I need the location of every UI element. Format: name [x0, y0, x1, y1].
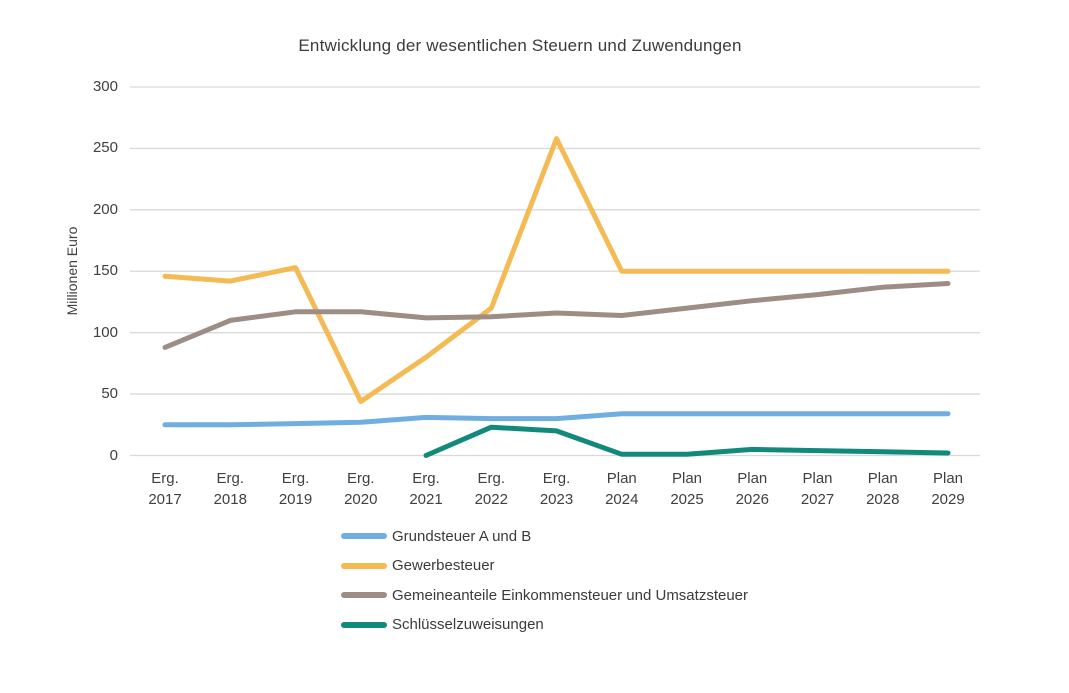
series-line-3: [162, 281, 951, 350]
legend-label: Gemeineanteile Einkommensteuer und Umsat…: [392, 586, 749, 604]
y-tick-label: 300: [92, 78, 118, 95]
x-tick-label: Plan 2026: [735, 470, 769, 508]
x-tick-label: Erg. 2023: [539, 470, 574, 508]
y-tick-label: 250: [92, 139, 118, 157]
legend-item: Grundsteuer A und B: [341, 526, 748, 546]
legend-item: Gemeineanteile Einkommensteuer und Umsat…: [341, 585, 748, 605]
y-tick-label: 0: [109, 446, 118, 464]
x-tick-label: Erg. 2022: [474, 470, 508, 508]
chart-title: Entwicklung der wesentlichen Steuern und…: [298, 36, 742, 55]
legend: Grundsteuer A und B Gewerbesteuer Gemeinea…: [341, 526, 748, 644]
y-tick-label: 100: [92, 323, 118, 341]
x-tick-label: Plan 2025: [670, 470, 704, 508]
x-tick-label: Erg. 2017: [148, 470, 182, 508]
legend-swatch-icon: [341, 592, 387, 598]
legend-label: Schlüsselzuweisungen: [392, 616, 544, 633]
legend-swatch-icon: [341, 621, 387, 628]
series-line-1: [162, 411, 951, 428]
x-tick-label: Erg. 2019: [278, 470, 313, 508]
legend-item: Gewerbesteuer: [341, 556, 748, 576]
series-line-2: [162, 136, 951, 404]
y-tick-label: 150: [92, 262, 118, 280]
y-tick-label: 200: [92, 200, 118, 218]
y-tick-label: 50: [101, 385, 118, 403]
x-tick-label: Plan 2028: [866, 470, 900, 508]
series-line-4: [423, 424, 951, 458]
x-tick-label: Plan 2029: [931, 470, 965, 508]
x-tick-label: Plan 2027: [800, 470, 835, 508]
x-tick-label: Plan 2024: [605, 470, 639, 508]
x-tick-label: Erg. 2020: [344, 470, 378, 508]
legend-swatch-icon: [341, 562, 387, 569]
legend-item: Schlüsselzuweisungen: [341, 615, 748, 635]
x-tick-label: Erg. 2021: [409, 470, 443, 508]
legend-label: Grundsteuer A und B: [392, 527, 532, 545]
legend-label: Gewerbesteuer: [392, 557, 495, 574]
legend-swatch-icon: [341, 533, 387, 539]
x-tick-label: Erg. 2018: [213, 470, 247, 508]
